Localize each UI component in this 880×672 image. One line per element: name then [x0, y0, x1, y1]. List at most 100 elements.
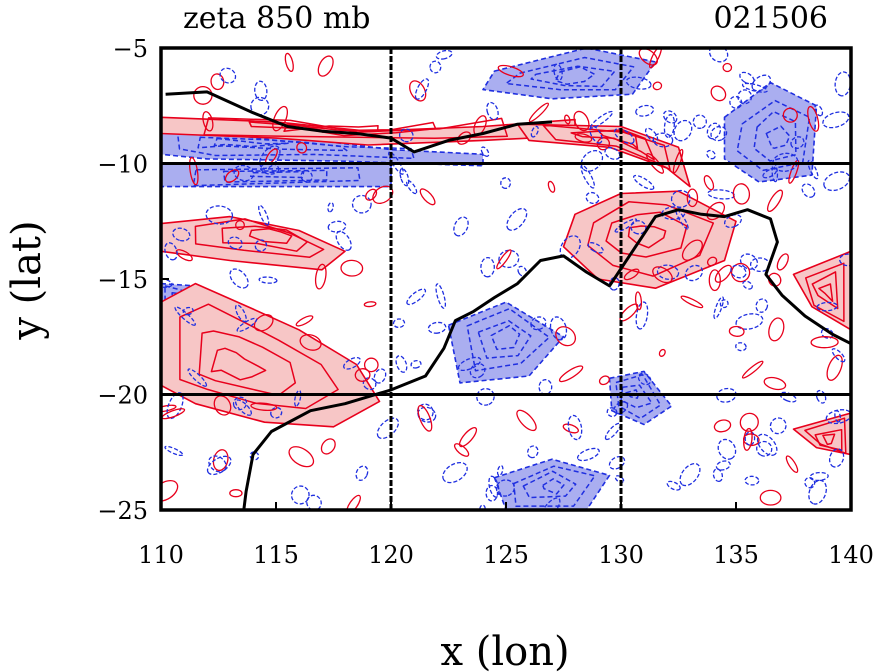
negative-contour-speck	[480, 256, 495, 278]
contour-region-se-corner	[792, 412, 851, 456]
negative-contour-speck	[300, 170, 313, 183]
negative-contour-speck	[182, 306, 194, 316]
positive-contour-speck	[648, 48, 663, 69]
negative-contour-speck	[739, 253, 759, 270]
positive-contour-speck	[645, 152, 665, 174]
negative-contour-speck	[453, 216, 469, 237]
negative-contour-speck	[343, 356, 361, 370]
negative-contour-speck	[234, 304, 247, 323]
x-tick-label-130: 130	[598, 541, 644, 569]
negative-contour-speck	[606, 407, 618, 418]
positive-contour-speck	[730, 262, 751, 283]
negative-contour-speck	[258, 204, 270, 226]
australia-coastline	[242, 208, 851, 510]
negative-contour-speck	[666, 480, 681, 491]
negative-contour-speck	[405, 179, 418, 195]
y-tick-label-10: −10	[97, 151, 148, 179]
negative-contour-speck	[567, 414, 583, 441]
negative-contour-speck	[587, 242, 604, 254]
positive-contour-speck	[739, 412, 759, 432]
x-tick-label-115: 115	[253, 541, 299, 569]
negative-contour-speck	[779, 391, 797, 403]
negative-contour-speck	[469, 362, 486, 379]
negative-contour-speck	[707, 189, 736, 200]
positive-contour-speck	[658, 348, 666, 357]
negative-contour-speck	[741, 82, 768, 93]
negative-contour-speck	[809, 471, 829, 482]
negative-contour-speck	[406, 288, 427, 306]
positive-contour-speck	[340, 259, 364, 277]
negative-contour-speck	[706, 149, 716, 160]
positive-contour-speck	[284, 52, 294, 73]
negative-contour-speck	[737, 89, 753, 105]
positive-contour-speck	[768, 317, 785, 342]
positive-contour-speck	[782, 107, 798, 123]
negative-contour-speck	[576, 447, 600, 462]
positive-contour-speck	[202, 111, 214, 132]
positive-contour-speck	[785, 455, 799, 473]
negative-contour-speck	[755, 298, 769, 313]
positive-contour-speck	[596, 137, 611, 151]
positive-contour-speck	[573, 110, 590, 132]
negative-contour-speck	[395, 355, 408, 373]
positive-contour-speck	[320, 438, 336, 455]
negative-contour-speck	[488, 475, 500, 498]
contour-region-east-gulf	[792, 250, 851, 331]
positive-vorticity-fills	[161, 116, 851, 456]
positive-contour-speck	[210, 73, 225, 91]
positive-contour-speck	[623, 268, 640, 281]
positive-contour-speck	[365, 188, 378, 201]
positive-contour-speck	[810, 336, 839, 349]
positive-contour-speck	[728, 325, 745, 337]
negative-contour-speck	[652, 132, 674, 148]
positive-contour-speck	[417, 404, 433, 432]
grid-lines	[161, 48, 851, 510]
positive-contour-speck	[776, 253, 789, 271]
negative-contour-speck	[164, 242, 178, 261]
negative-contour-speck	[187, 368, 208, 387]
positive-contour-speck	[826, 354, 843, 381]
negative-contour-speck	[506, 207, 528, 231]
x-tick-label-140: 140	[828, 541, 874, 569]
positive-contour-speck	[686, 188, 699, 208]
x-tick-label-120: 120	[368, 541, 414, 569]
negative-contour-speck	[250, 96, 270, 116]
positive-contour-speck	[496, 249, 512, 270]
positive-contour-speck	[235, 220, 245, 231]
positive-contour-speck	[638, 48, 658, 66]
negative-contour-speck	[735, 342, 747, 352]
positive-contour-speck	[634, 291, 643, 311]
negative-contour-speck	[712, 468, 724, 483]
x-axis-label: x (lon)	[440, 629, 569, 672]
negative-contour-speck	[739, 71, 755, 85]
positive-contour-speck	[562, 423, 579, 434]
positive-contour-speck	[672, 148, 684, 174]
positive-contour-speck	[354, 368, 371, 382]
negative-contour-speck	[820, 327, 834, 339]
negative-contour-speck	[613, 401, 629, 415]
negative-contour-speck	[486, 101, 499, 121]
positive-contour-speck	[741, 360, 764, 379]
negative-contour-speck	[831, 348, 846, 363]
negative-contour-speck	[435, 49, 453, 60]
positive-contour-speck	[564, 114, 571, 125]
negative-contour-speck	[828, 448, 845, 468]
positive-contour-speck	[766, 189, 784, 213]
negative-contour-speck	[719, 299, 729, 309]
positive-contour-speck	[681, 239, 703, 261]
x-tick-label-125: 125	[483, 541, 529, 569]
positive-contour-speck	[767, 272, 782, 287]
negative-contour-speck	[530, 316, 547, 331]
x-tick-label-110: 110	[138, 541, 184, 569]
negative-contour-speck	[834, 71, 851, 97]
negative-contour-speck	[825, 409, 851, 425]
positive-contour-speck	[453, 443, 470, 457]
positive-contour-speck	[710, 85, 727, 102]
negative-contour-speck	[675, 209, 689, 230]
negative-contour-speck	[258, 276, 278, 284]
negative-contour-speck	[723, 214, 743, 229]
positive-contour-speck	[558, 365, 584, 383]
negative-contour-speck	[635, 301, 649, 330]
negative-contour-speck	[637, 372, 652, 386]
